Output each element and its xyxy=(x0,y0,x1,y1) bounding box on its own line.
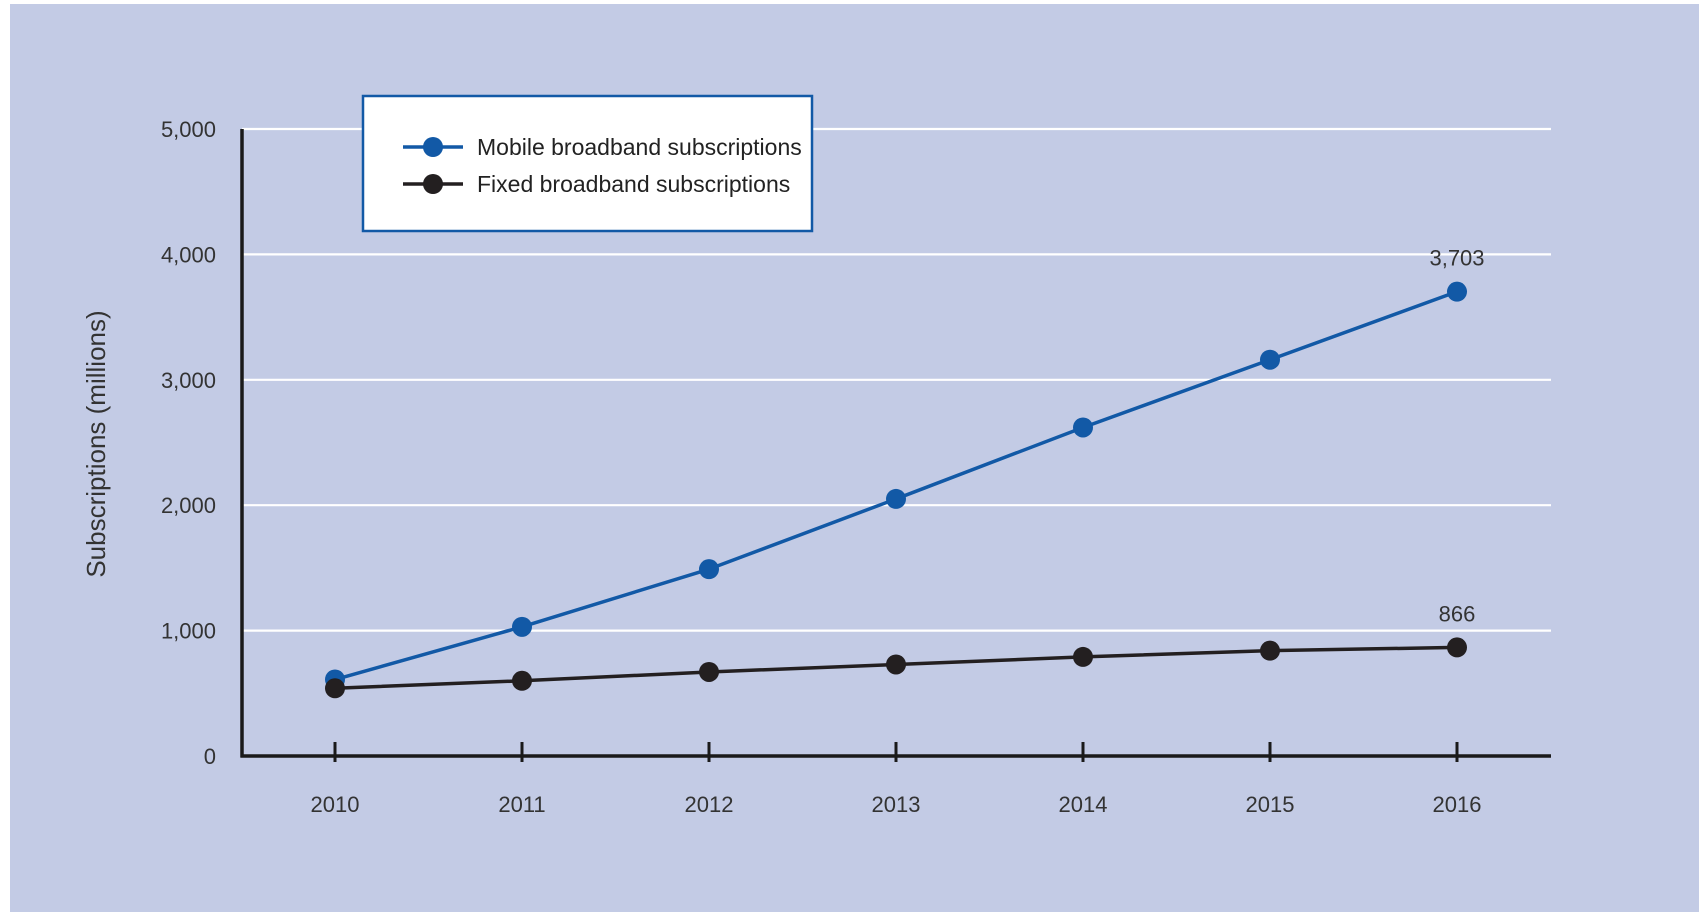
y-tick-label: 5,000 xyxy=(161,117,216,142)
y-axis-label: Subscriptions (millions) xyxy=(81,310,111,577)
x-tick-label: 2010 xyxy=(311,792,360,817)
y-axis-ticks: 0 1,000 2,000 3,000 4,000 5,000 xyxy=(161,117,216,769)
data-point xyxy=(1073,417,1093,438)
x-tick-label: 2011 xyxy=(498,792,545,817)
series-layer xyxy=(325,281,1467,699)
data-label: 3,703 xyxy=(1429,246,1484,271)
chart-panel: 0 1,000 2,000 3,000 4,000 5,000 2010 2011 2012 2… xyxy=(10,4,1699,912)
data-point xyxy=(512,616,532,637)
data-labels: 3,703 866 xyxy=(1429,246,1484,627)
y-tick-label: 0 xyxy=(204,744,216,769)
data-point xyxy=(1073,646,1093,667)
data-point xyxy=(886,654,906,675)
x-tick-label: 2012 xyxy=(685,792,734,817)
data-point xyxy=(1447,281,1467,302)
legend-fixed-label: Fixed broadband subscriptions xyxy=(477,171,790,197)
legend-fixed-marker xyxy=(423,174,443,194)
x-tick-label: 2014 xyxy=(1059,792,1108,817)
data-point xyxy=(325,678,345,699)
x-tick-label: 2015 xyxy=(1246,792,1295,817)
data-point xyxy=(1260,349,1280,370)
data-point xyxy=(699,661,719,682)
series-fixed xyxy=(325,637,1467,699)
data-point xyxy=(1260,640,1280,661)
legend-mobile-label: Mobile broadband subscriptions xyxy=(477,134,802,160)
x-axis-ticks: 2010 2011 2012 2013 2014 2015 2016 xyxy=(311,742,1482,817)
x-tick-label: 2013 xyxy=(872,792,921,817)
series-mobile xyxy=(325,281,1467,690)
legend-mobile-marker xyxy=(423,137,443,157)
chart-background xyxy=(10,4,1699,912)
data-point xyxy=(512,670,532,691)
y-tick-label: 2,000 xyxy=(161,493,216,518)
y-tick-label: 1,000 xyxy=(161,619,216,644)
data-point xyxy=(886,488,906,509)
data-label: 866 xyxy=(1439,601,1476,626)
data-point xyxy=(1447,637,1467,658)
legend: Mobile broadband subscriptions Fixed bro… xyxy=(361,94,814,233)
y-tick-label: 3,000 xyxy=(161,368,216,393)
y-tick-label: 4,000 xyxy=(161,242,216,267)
data-point xyxy=(699,559,719,580)
x-tick-label: 2016 xyxy=(1433,792,1482,817)
legend-box xyxy=(361,94,814,233)
